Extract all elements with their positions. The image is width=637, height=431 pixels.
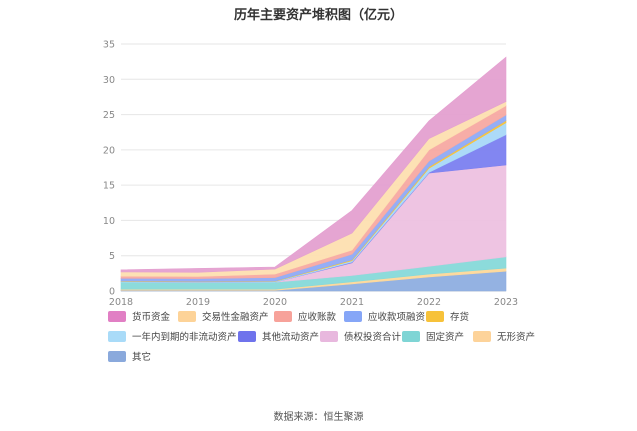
legend-label: 无形资产 [497, 332, 536, 343]
legend-swatch [473, 330, 491, 342]
legend-swatch [108, 310, 126, 322]
data-source-note: 数据来源：恒生聚源 [273, 412, 364, 423]
legend-swatch [402, 330, 420, 342]
chart-title: 历年主要资产堆积图（亿元） [233, 8, 403, 23]
legend-item[interactable]: 债权投资合计 [320, 329, 401, 343]
legend-label: 债权投资合计 [344, 332, 402, 343]
x-tick-label: 2021 [340, 297, 364, 308]
y-tick-label: 0 [109, 287, 115, 298]
legend-swatch [320, 330, 338, 342]
legend-swatch [344, 310, 362, 322]
y-tick-label: 35 [103, 40, 115, 51]
legend-item[interactable]: 一年内到期的非流动资产 [108, 329, 237, 343]
legend-item[interactable]: 固定资产 [402, 329, 464, 343]
x-tick-label: 2019 [186, 297, 210, 308]
legend-label: 其他流动资产 [262, 332, 320, 343]
legend-swatch [238, 330, 256, 342]
legend-label: 应收款项融资 [368, 312, 426, 323]
x-tick-label: 2023 [494, 297, 518, 308]
legend-label: 一年内到期的非流动资产 [132, 332, 237, 343]
y-tick-label: 20 [103, 145, 115, 156]
legend-item[interactable]: 无形资产 [473, 329, 535, 343]
legend-swatch [108, 350, 126, 362]
legend-item[interactable]: 交易性金融资产 [178, 309, 269, 323]
legend-label: 货币资金 [132, 312, 171, 323]
legend-label: 交易性金融资产 [202, 312, 269, 323]
legend-item[interactable]: 货币资金 [108, 309, 170, 323]
stacked-area-chart: 0 5 10 15 20 25 30 35 2018 2019 2020 2021 2022 2023 [103, 40, 518, 309]
legend-label: 存货 [450, 312, 470, 323]
x-tick-label: 2020 [263, 297, 287, 308]
legend-item[interactable]: 应收款项融资 [344, 309, 425, 323]
legend-label: 应收账款 [298, 312, 337, 323]
y-tick-label: 30 [103, 75, 115, 86]
legend-swatch [426, 310, 444, 322]
x-tick-label: 2018 [109, 297, 133, 308]
legend-item[interactable]: 应收账款 [274, 309, 336, 323]
legend-item[interactable]: 其它 [108, 349, 151, 363]
legend-swatch [108, 330, 126, 342]
y-tick-label: 15 [103, 181, 115, 192]
x-tick-label: 2022 [417, 297, 441, 308]
legend-swatch [178, 310, 196, 322]
y-tick-label: 10 [103, 216, 115, 227]
legend-label: 固定资产 [426, 332, 465, 343]
legend-item[interactable]: 其他流动资产 [238, 329, 319, 343]
y-tick-label: 25 [103, 110, 115, 121]
legend-item[interactable]: 存货 [426, 309, 469, 323]
area-series-货币资金 [120, 56, 507, 273]
legend-swatch [274, 310, 292, 322]
legend-label: 其它 [132, 352, 152, 363]
y-tick-label: 5 [109, 251, 115, 262]
